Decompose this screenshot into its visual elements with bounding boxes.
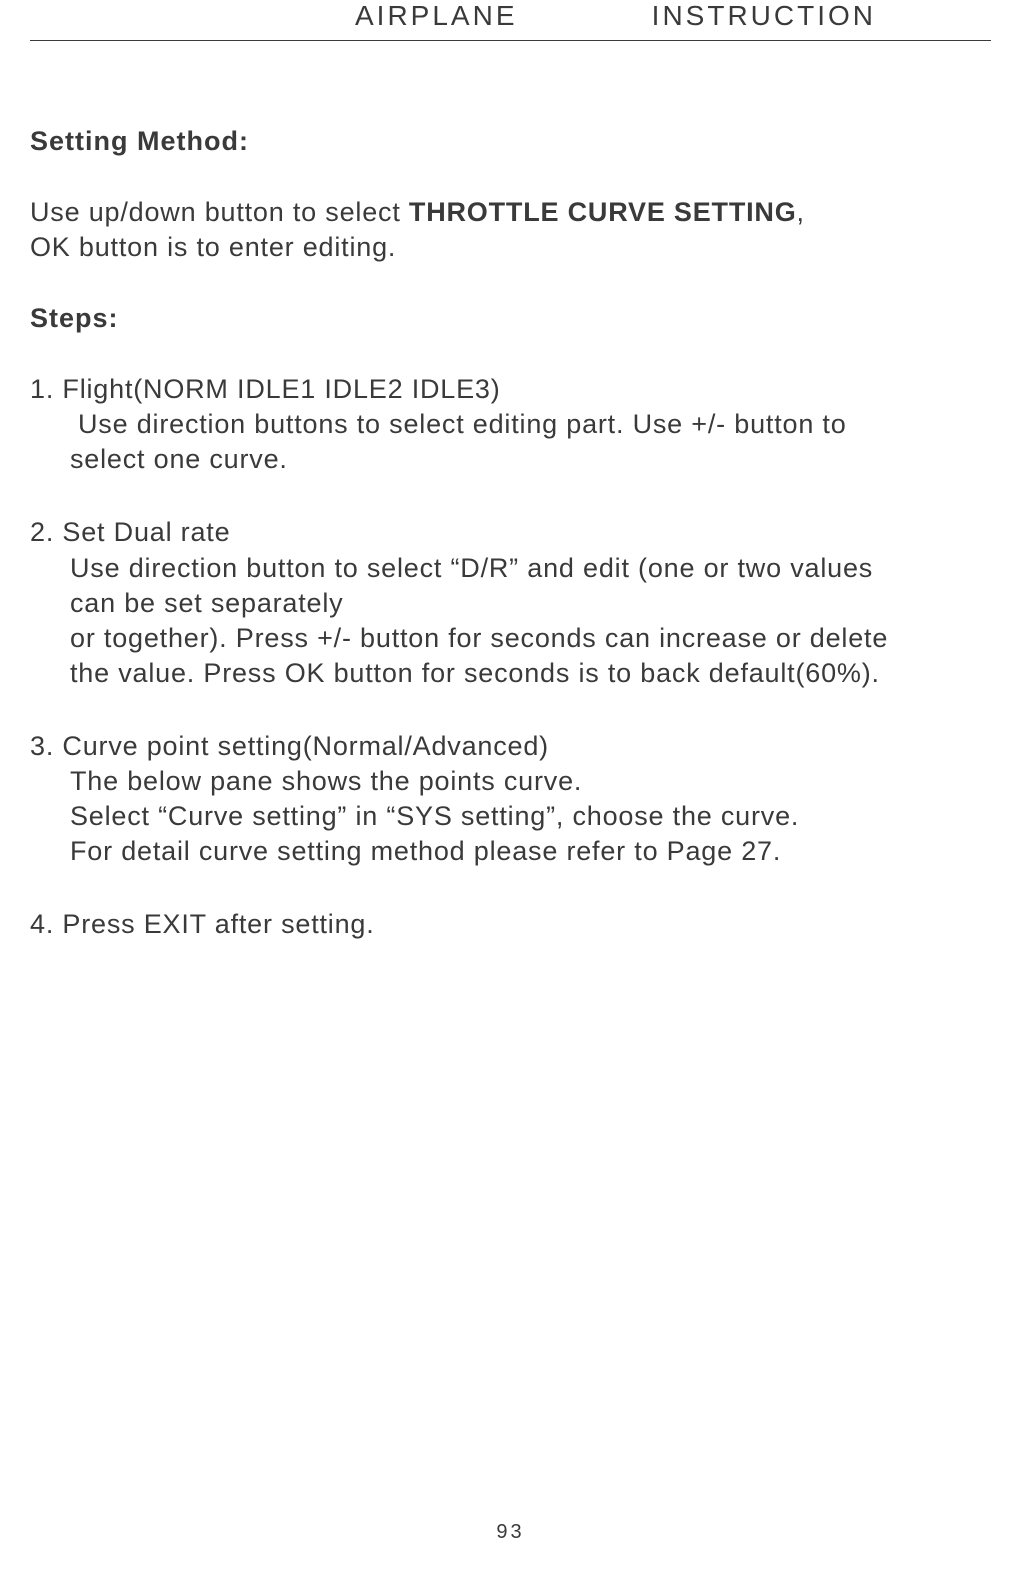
page-number: 93 <box>496 1521 524 1544</box>
step1-line1: 1. Flight(NORM IDLE1 IDLE2 IDLE3) <box>30 372 991 407</box>
steps-title: Steps: <box>30 303 991 334</box>
page-header: AIRPLANE INSTRUCTION <box>30 0 991 41</box>
step-1: 1. Flight(NORM IDLE1 IDLE2 IDLE3) Use di… <box>30 372 991 477</box>
step1-line3: select one curve. <box>30 442 991 477</box>
header-left-label: AIRPLANE <box>355 0 518 32</box>
step2-line5: the value. Press OK button for seconds i… <box>30 656 991 691</box>
intro-line2-text: OK button is to enter editing. <box>30 232 396 262</box>
content-area: Setting Method: Use up/down button to se… <box>0 41 1021 942</box>
setting-method-title: Setting Method: <box>30 126 991 157</box>
step2-line2: Use direction button to select “D/R” and… <box>30 551 991 586</box>
step3-line1: 3. Curve point setting(Normal/Advanced) <box>30 729 991 764</box>
step-4: 4. Press EXIT after setting. <box>30 907 991 942</box>
intro-bold-text: THROTTLE CURVE SETTING <box>409 197 797 227</box>
intro-paragraph: Use up/down button to select THROTTLE CU… <box>30 195 991 265</box>
header-right-label: INSTRUCTION <box>652 0 876 32</box>
step2-line4: or together). Press +/- button for secon… <box>30 621 991 656</box>
intro-pre-text: Use up/down button to select <box>30 197 409 227</box>
intro-post-text: , <box>797 197 805 227</box>
step3-line4: For detail curve setting method please r… <box>30 834 991 869</box>
step3-line3: Select “Curve setting” in “SYS setting”,… <box>30 799 991 834</box>
step2-line1: 2. Set Dual rate <box>30 515 991 550</box>
step1-line2: Use direction buttons to select editing … <box>30 407 991 442</box>
step2-line3: can be set separately <box>30 586 991 621</box>
step4-line1: 4. Press EXIT after setting. <box>30 907 991 942</box>
step3-line2: The below pane shows the points curve. <box>30 764 991 799</box>
step-2: 2. Set Dual rate Use direction button to… <box>30 515 991 690</box>
step-3: 3. Curve point setting(Normal/Advanced) … <box>30 729 991 869</box>
